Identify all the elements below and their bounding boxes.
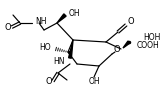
Text: HO: HO (39, 43, 51, 52)
Text: O: O (114, 45, 120, 54)
Polygon shape (57, 14, 66, 23)
Text: HOH: HOH (143, 33, 160, 43)
Text: O: O (5, 22, 11, 32)
Polygon shape (69, 40, 73, 58)
Text: O: O (46, 77, 52, 87)
Text: NH: NH (35, 18, 47, 26)
Polygon shape (123, 41, 130, 48)
Text: HN: HN (53, 58, 65, 66)
Text: COOH: COOH (137, 41, 160, 51)
Text: OH: OH (88, 77, 100, 87)
Text: O: O (128, 18, 134, 26)
Text: OH: OH (69, 9, 81, 18)
